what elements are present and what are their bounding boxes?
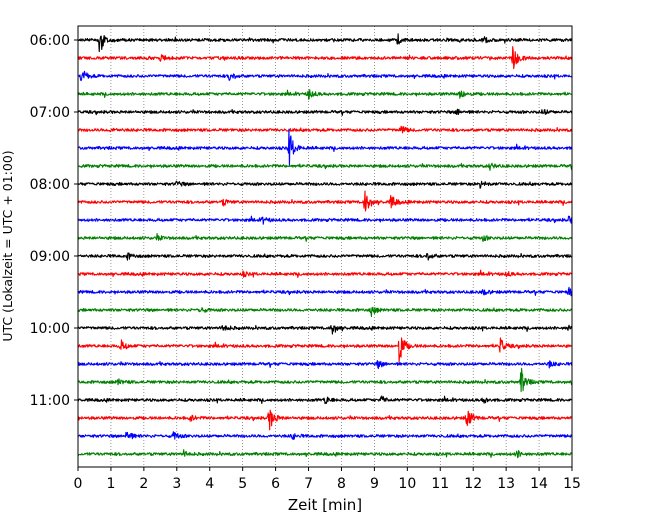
x-tick-label-9: 9 bbox=[370, 476, 379, 492]
y-tick-label-09:00: 09:00 bbox=[30, 249, 70, 265]
x-tick-label-14: 14 bbox=[530, 476, 548, 492]
y-tick-label-11:00: 11:00 bbox=[30, 393, 70, 409]
x-tick-label-6: 6 bbox=[271, 476, 280, 492]
trace-09:30 bbox=[77, 286, 573, 297]
y-tick-label-10:00: 10:00 bbox=[30, 321, 70, 337]
trace-06:15 bbox=[77, 46, 573, 70]
y-tick-label-08:00: 08:00 bbox=[30, 177, 70, 193]
x-tick-label-3: 3 bbox=[172, 476, 181, 492]
trace-11:00 bbox=[77, 395, 573, 405]
x-tick-label-1: 1 bbox=[106, 476, 115, 492]
trace-09:45 bbox=[77, 306, 573, 318]
trace-08:30 bbox=[77, 215, 573, 225]
y-axis-label: UTC (Lokalzeit = UTC + 01:00) bbox=[0, 150, 15, 341]
trace-09:00 bbox=[77, 252, 573, 261]
trace-11:30 bbox=[77, 431, 573, 440]
x-tick-label-13: 13 bbox=[497, 476, 515, 492]
trace-10:15 bbox=[77, 337, 573, 363]
trace-11:45 bbox=[77, 449, 573, 459]
trace-07:15 bbox=[77, 125, 573, 134]
x-tick-label-7: 7 bbox=[304, 476, 313, 492]
y-axis-ticks: 06:00 07:00 08:00 09:00 10:00 11:00 bbox=[30, 33, 78, 409]
trace-08:45 bbox=[77, 232, 573, 242]
trace-07:45 bbox=[77, 162, 573, 171]
y-tick-label-07:00: 07:00 bbox=[30, 105, 70, 121]
x-tick-label-8: 8 bbox=[337, 476, 346, 492]
trace-06:30 bbox=[77, 70, 573, 82]
trace-10:45 bbox=[77, 367, 573, 393]
trace-06:00 bbox=[77, 33, 573, 53]
trace-06:45 bbox=[77, 89, 573, 100]
x-tick-label-15: 15 bbox=[563, 476, 581, 492]
x-tick-label-10: 10 bbox=[398, 476, 416, 492]
seismic-traces bbox=[77, 33, 573, 459]
x-axis-ticks: 0 1 2 3 4 5 6 7 8 9 10 11 12 13 14 15 bbox=[74, 467, 581, 492]
trace-08:15 bbox=[77, 190, 573, 212]
trace-07:30 bbox=[77, 128, 573, 167]
trace-07:00 bbox=[77, 108, 573, 116]
trace-11:15 bbox=[77, 409, 573, 431]
x-tick-label-0: 0 bbox=[74, 476, 83, 492]
trace-09:15 bbox=[77, 269, 573, 279]
x-tick-label-12: 12 bbox=[464, 476, 482, 492]
x-tick-label-4: 4 bbox=[205, 476, 214, 492]
x-tick-label-2: 2 bbox=[139, 476, 148, 492]
x-axis-label: Zeit [min] bbox=[288, 496, 362, 514]
plot-frame bbox=[77, 25, 573, 468]
y-tick-label-06:00: 06:00 bbox=[30, 33, 70, 49]
x-tick-label-5: 5 bbox=[238, 476, 247, 492]
trace-08:00 bbox=[77, 180, 573, 189]
trace-10:30 bbox=[77, 359, 573, 370]
trace-10:00 bbox=[77, 324, 573, 335]
x-tick-label-11: 11 bbox=[431, 476, 449, 492]
